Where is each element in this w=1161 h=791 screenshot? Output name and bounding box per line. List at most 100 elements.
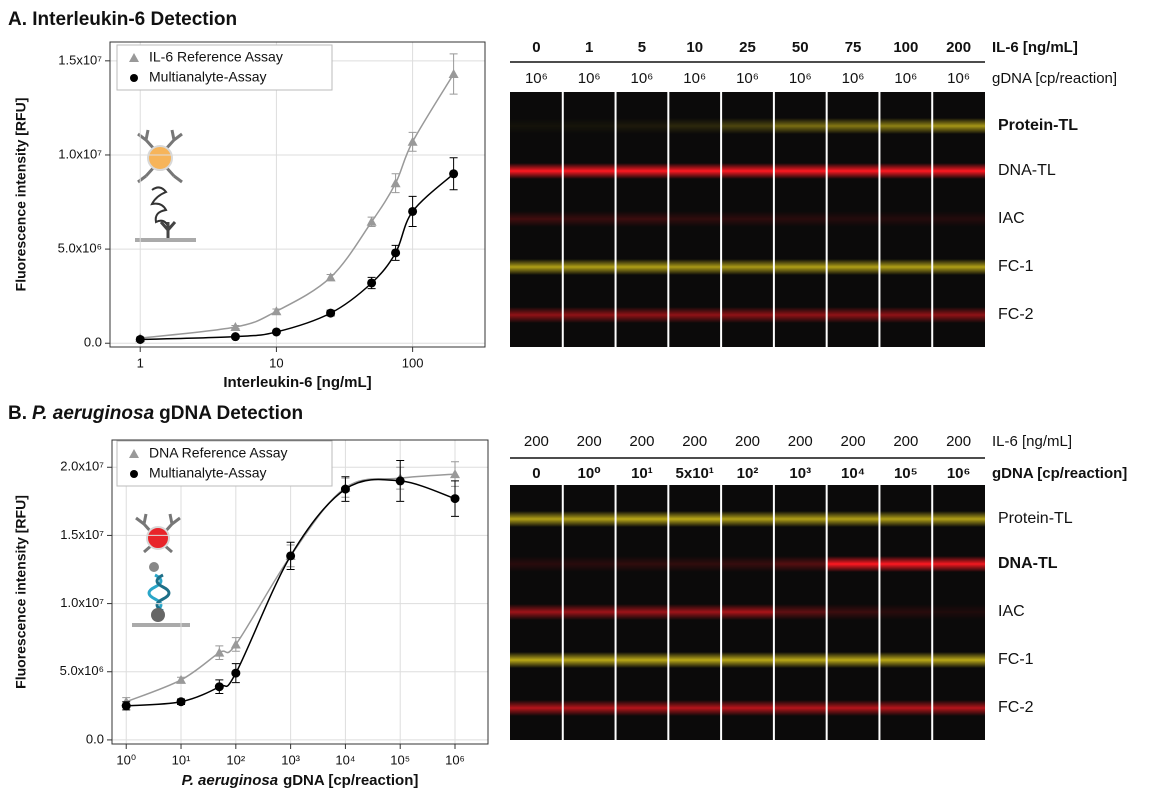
legend-label: Multianalyte-Assay <box>149 69 267 85</box>
x-label-text: gDNA [cp/reaction] <box>283 772 418 789</box>
lane-label: 10² <box>737 465 759 482</box>
band <box>932 259 985 275</box>
band <box>615 259 669 275</box>
band <box>721 556 774 572</box>
lane-label: 10⁰ <box>578 465 601 482</box>
plot-area <box>111 439 489 745</box>
band <box>826 700 880 716</box>
band <box>879 700 933 716</box>
lane-label: 200 <box>577 433 602 450</box>
legend-label: Multianalyte-Assay <box>149 465 267 481</box>
band <box>510 307 563 323</box>
header-unit: gDNA [cp/reaction] <box>992 465 1127 482</box>
band <box>562 211 616 227</box>
lane-label: 10⁶ <box>842 70 865 87</box>
data-point <box>407 136 418 146</box>
lane-label: 200 <box>946 433 971 450</box>
legend-box <box>116 44 333 91</box>
title-prefix: B. <box>8 403 27 424</box>
band <box>562 604 616 620</box>
row-label: FC-1 <box>998 258 1034 275</box>
row-label: DNA-TL <box>998 555 1058 572</box>
data-point <box>449 169 459 179</box>
assay-icon <box>135 129 196 242</box>
lane-label: 5x10¹ <box>676 465 714 482</box>
data-point <box>325 272 336 282</box>
y-tick-label: 1.5x10⁷ <box>58 52 102 67</box>
y-tick-label: 5.0x10⁶ <box>60 663 104 678</box>
lane-label: 10⁶ <box>578 70 601 87</box>
legend-label: DNA Reference Assay <box>149 445 288 461</box>
panel-title: B. P. aeruginosa gDNA Detection <box>8 403 303 424</box>
row-label: IAC <box>998 210 1025 227</box>
lane-label: 200 <box>841 433 866 450</box>
band <box>879 556 933 572</box>
band <box>562 652 616 668</box>
band <box>510 259 563 275</box>
band <box>721 652 774 668</box>
band <box>668 700 722 716</box>
band <box>668 556 722 572</box>
lane-label: 200 <box>682 433 707 450</box>
lane-label: 75 <box>845 39 862 56</box>
band <box>668 118 722 134</box>
band <box>932 307 985 323</box>
x-tick-label: 10 <box>269 355 283 370</box>
header-unit: IL-6 [ng/mL] <box>992 39 1078 56</box>
band <box>562 556 616 572</box>
band <box>932 118 985 134</box>
lane-label: 1 <box>585 39 593 56</box>
band <box>773 118 827 134</box>
band <box>615 307 669 323</box>
band <box>773 511 827 527</box>
x-tick-label: 10⁴ <box>335 752 355 767</box>
data-point <box>176 674 187 684</box>
legend-marker <box>129 449 139 458</box>
band <box>879 604 933 620</box>
band <box>932 604 985 620</box>
data-point <box>214 682 224 692</box>
band <box>773 652 827 668</box>
data-point <box>450 494 460 504</box>
data-point <box>408 206 418 216</box>
lane-label: 10⁵ <box>894 465 918 482</box>
data-point <box>271 306 282 316</box>
row-label: Protein-TL <box>998 510 1073 527</box>
band <box>773 163 827 179</box>
band <box>721 118 774 134</box>
legend-box <box>116 440 333 487</box>
lane-label: 0 <box>532 465 540 482</box>
lane-label: 200 <box>735 433 760 450</box>
band <box>668 511 722 527</box>
x-axis-label: Interleukin-6 [ng/mL] <box>223 374 371 391</box>
data-point <box>231 668 241 678</box>
band <box>721 511 774 527</box>
lane-label: 10⁴ <box>841 465 865 482</box>
band <box>826 604 880 620</box>
lane-label: 10³ <box>789 465 811 482</box>
y-tick-label: 2.0x10⁷ <box>60 459 104 474</box>
lane-label: 10⁶ <box>789 70 812 87</box>
legend-marker <box>130 470 138 478</box>
band <box>773 307 827 323</box>
band <box>510 556 563 572</box>
lane-label: 10⁶ <box>947 465 971 482</box>
lane-label: 200 <box>893 433 918 450</box>
band <box>932 511 985 527</box>
band <box>826 163 880 179</box>
data-point <box>230 639 241 649</box>
lane-label: 100 <box>893 39 918 56</box>
data-point <box>214 647 225 657</box>
x-tick-label: 10⁵ <box>390 752 410 767</box>
band <box>721 163 774 179</box>
band <box>879 259 933 275</box>
band <box>510 511 563 527</box>
band <box>615 211 669 227</box>
band <box>668 604 722 620</box>
data-point <box>121 701 131 711</box>
band <box>615 652 669 668</box>
y-axis-label: Fluorescence intensity [RFU] <box>13 495 29 689</box>
band <box>562 307 616 323</box>
data-point <box>271 327 281 337</box>
y-tick-label: 1.0x10⁷ <box>60 595 104 610</box>
